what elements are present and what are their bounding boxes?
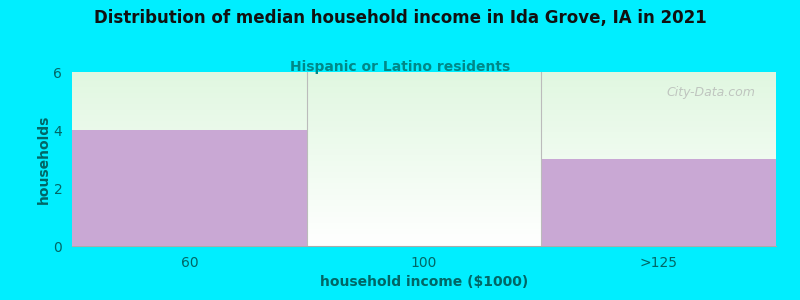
X-axis label: household income ($1000): household income ($1000) <box>320 275 528 289</box>
Bar <box>72 130 306 246</box>
Y-axis label: households: households <box>37 114 50 204</box>
Text: Hispanic or Latino residents: Hispanic or Latino residents <box>290 60 510 74</box>
Text: City-Data.com: City-Data.com <box>666 86 755 99</box>
Bar <box>542 159 776 246</box>
Text: Distribution of median household income in Ida Grove, IA in 2021: Distribution of median household income … <box>94 9 706 27</box>
